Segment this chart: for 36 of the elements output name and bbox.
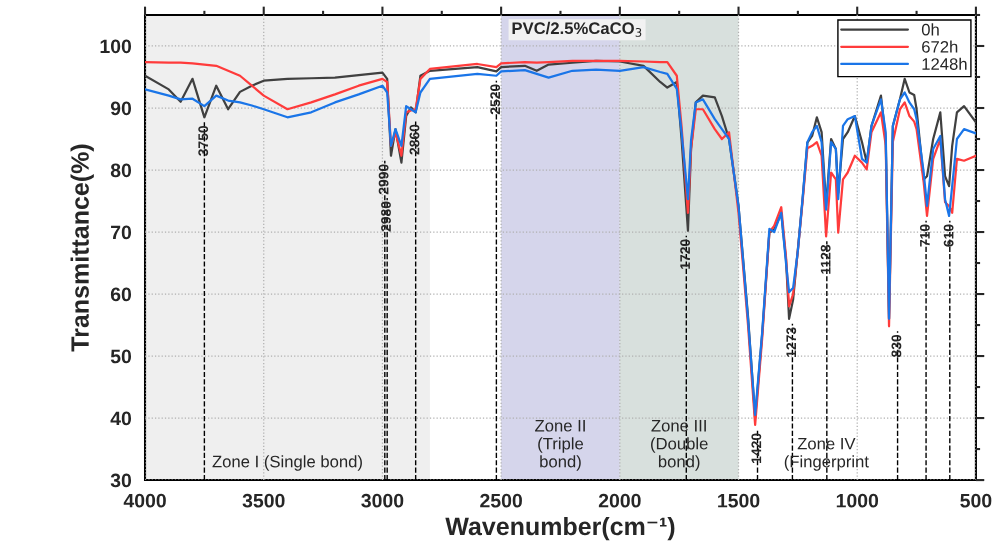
ref-line-label: 1720 <box>680 239 691 269</box>
legend-label: 0h <box>921 23 939 36</box>
ref-line-label: 830 <box>891 334 902 358</box>
x-tick-label: 1500 <box>718 493 760 508</box>
band-label: Zone II (Triple bond) <box>535 419 585 471</box>
y-tick-label: 60 <box>110 287 132 302</box>
legend-label: 1248h <box>922 57 967 70</box>
ref-line-label: 2860 <box>409 124 420 155</box>
ref-line-label: 3750 <box>198 125 209 156</box>
legend-label: 672h <box>922 40 958 53</box>
ref-line-label: 1273 <box>786 327 797 357</box>
x-tick-label: 1000 <box>836 493 879 508</box>
annotation: Zone IV (Fingerprint <box>784 437 869 471</box>
y-tick-label: 40 <box>110 411 132 426</box>
ref-line-label: 1420 <box>751 433 762 463</box>
y-tick-label: 30 <box>110 473 132 488</box>
x-tick-label: 2500 <box>480 493 522 508</box>
ref-line-label: 610 <box>943 224 954 247</box>
x-tick-label: 3500 <box>242 493 285 508</box>
band-label: Zone I (Single bond) <box>212 455 362 471</box>
x-tick-label: 2000 <box>598 493 641 508</box>
y-tick-label: 90 <box>110 101 132 116</box>
y-tick-label: 50 <box>110 349 132 364</box>
y-tick-label: 80 <box>110 163 132 178</box>
x-axis-title: Wavenumber(cm⁻¹) <box>445 516 675 541</box>
y-tick-label: 100 <box>100 39 132 54</box>
ref-line-label: 2520 <box>490 84 501 115</box>
y-tick-label: 70 <box>111 225 132 240</box>
x-tick-label: 3000 <box>361 493 404 508</box>
ref-line-label: 2990 <box>378 164 389 195</box>
y-axis-title: Transmittance(%) <box>70 144 94 352</box>
x-tick-label: 4000 <box>123 493 166 508</box>
x-tick-label: 500 <box>960 493 992 508</box>
chart-title: PVC/2.5%CaCO$_{3}$ <box>512 21 642 37</box>
ref-line-label: 2980 <box>381 201 391 232</box>
ref-line-label: 710 <box>919 224 930 247</box>
